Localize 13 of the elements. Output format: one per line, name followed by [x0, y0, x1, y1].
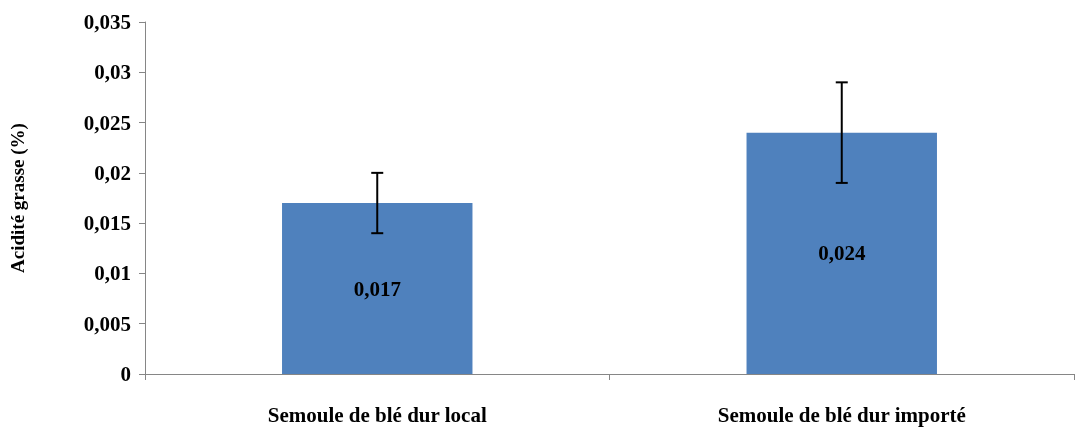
data-label: 0,017 — [353, 276, 401, 301]
y-tick-label: 0,025 — [83, 110, 131, 135]
y-tick-label: 0,005 — [83, 311, 131, 336]
y-axis-title: Acidité grasse (%) — [7, 123, 29, 273]
y-tick-label: 0,035 — [83, 10, 131, 34]
y-tick-label: 0,03 — [94, 60, 131, 85]
y-tick-label: 0,01 — [94, 261, 131, 286]
y-tick-label: 0,015 — [83, 211, 131, 236]
y-tick-label: 0 — [120, 362, 131, 386]
x-tick-label: Semoule de blé dur local — [267, 402, 487, 427]
x-tick-label: Semoule de blé dur importé — [717, 402, 966, 427]
data-label: 0,024 — [818, 241, 866, 266]
y-tick-label: 0,02 — [94, 160, 131, 185]
